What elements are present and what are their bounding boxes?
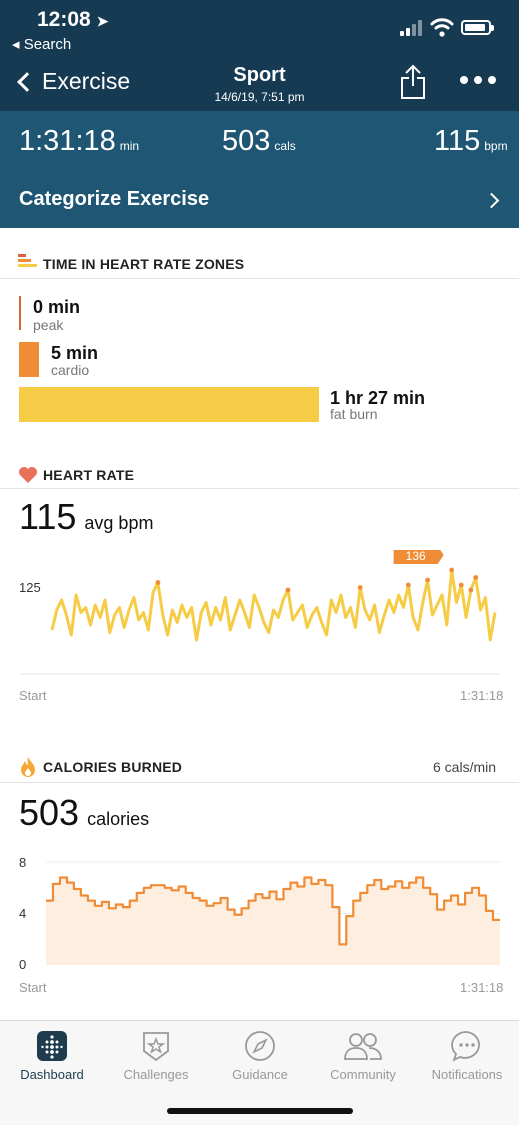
total-calories: 503 calories: [19, 792, 150, 833]
cal-area-fill: [46, 877, 500, 965]
peak-zone-bar: [19, 296, 21, 330]
hr-peak-point: [285, 587, 291, 593]
hr-x-end: 1:31:18: [460, 688, 504, 703]
fat-burn-zone-label: fat burn: [330, 406, 378, 422]
hr-peak-label: 136: [406, 550, 426, 563]
tab-label: Challenges: [123, 1067, 189, 1082]
community-icon: [344, 1033, 382, 1060]
fat-burn-zone-value: 1 hr 27 min: [330, 388, 426, 408]
exercise-summary: 1:31:18 min 503 cals 115 bpm Categorize Exe…: [0, 111, 519, 228]
home-indicator: [167, 1108, 353, 1114]
hr-peak-point: [458, 582, 464, 588]
divider: [0, 782, 519, 783]
header: 12:08 ➤ ◂ Search Exercise Sport 14/6/19, …: [0, 0, 519, 111]
tab-dashboard[interactable]: Dashboard: [0, 1029, 104, 1082]
tab-label: Community: [330, 1067, 396, 1082]
cardio-zone-bar: [19, 342, 39, 377]
hr-peak-point: [425, 577, 430, 583]
flame-icon: [21, 757, 35, 777]
status-time: 12:08 ➤: [37, 8, 109, 31]
calories-stat: 503 cals: [222, 125, 296, 157]
duration-stat: 1:31:18 min: [19, 125, 140, 157]
compass-icon: [245, 1031, 275, 1061]
zones-icon: [18, 254, 37, 267]
hr-peak-point: [155, 580, 161, 585]
hr-peak-point: [357, 585, 363, 590]
chat-bubble-icon: [451, 1031, 480, 1062]
tab-label: Guidance: [232, 1067, 288, 1082]
battery-icon: [461, 20, 494, 35]
location-arrow-icon: ➤: [96, 13, 109, 29]
tab-guidance[interactable]: Guidance: [208, 1029, 312, 1082]
peak-zone-label: peak: [33, 317, 64, 333]
challenges-icon: [143, 1032, 169, 1062]
cal-series-line: [46, 876, 500, 946]
back-label: Exercise: [42, 68, 131, 94]
page-title: Sport: [233, 64, 286, 86]
page-subtitle: 14/6/19, 7:51 pm: [214, 90, 305, 104]
wifi-icon: [430, 18, 454, 37]
calories-rate: 6 cals/min: [433, 759, 497, 775]
cardio-zone-label: cardio: [51, 362, 90, 378]
hr-peak-point: [405, 582, 411, 588]
more-options-icon[interactable]: [460, 70, 500, 90]
hr-peak-callout: 136: [393, 550, 444, 564]
heart-rate-stat: 115 bpm: [434, 125, 508, 157]
tab-challenges[interactable]: Challenges: [104, 1029, 208, 1082]
hr-peak-point: [449, 567, 455, 573]
avg-heart-rate: 115 avg bpm: [19, 496, 154, 537]
cal-x-end: 1:31:18: [460, 980, 504, 995]
hr-peak-point: [473, 575, 479, 580]
cal-y-tick-8: 8: [19, 855, 27, 870]
hr-y-tick: 125: [19, 580, 41, 595]
fat-burn-zone-bar: [19, 387, 319, 422]
peak-zone-value: 0 min: [33, 297, 81, 317]
tab-bar: Dashboard Challenges Guidance Communit: [0, 1020, 519, 1125]
cal-x-start: Start: [19, 980, 47, 995]
dashboard-icon: [37, 1031, 67, 1061]
calories-chart: [46, 861, 500, 965]
cal-y-tick-0: 0: [19, 957, 27, 972]
chevron-right-icon[interactable]: [483, 192, 500, 209]
zones-title: TIME IN HEART RATE ZONES: [43, 256, 245, 272]
tab-notifications[interactable]: Notifications: [415, 1029, 519, 1082]
categorize-exercise-button[interactable]: Categorize Exercise: [19, 188, 210, 210]
cardio-zone-value: 5 min: [51, 343, 99, 363]
hr-peak-badge: [393, 550, 444, 564]
status-back-link[interactable]: ◂ Search: [12, 36, 72, 53]
back-button[interactable]: Exercise: [14, 68, 130, 95]
tab-label: Dashboard: [20, 1067, 84, 1082]
tab-community[interactable]: Community: [311, 1029, 415, 1082]
cellular-signal-icon: [400, 20, 426, 36]
hr-peak-point: [468, 587, 474, 593]
divider: [0, 488, 519, 489]
cal-y-tick-4: 4: [19, 906, 27, 921]
hr-series-line: [50, 568, 497, 642]
heart-icon: [19, 467, 37, 483]
heart-rate-title: HEART RATE: [43, 467, 135, 483]
share-icon[interactable]: [400, 64, 426, 100]
heart-rate-chart: 136: [19, 550, 500, 675]
calories-title: CALORIES BURNED: [43, 759, 183, 775]
tab-label: Notifications: [431, 1067, 503, 1082]
divider: [0, 278, 519, 279]
hr-x-start: Start: [19, 688, 47, 703]
